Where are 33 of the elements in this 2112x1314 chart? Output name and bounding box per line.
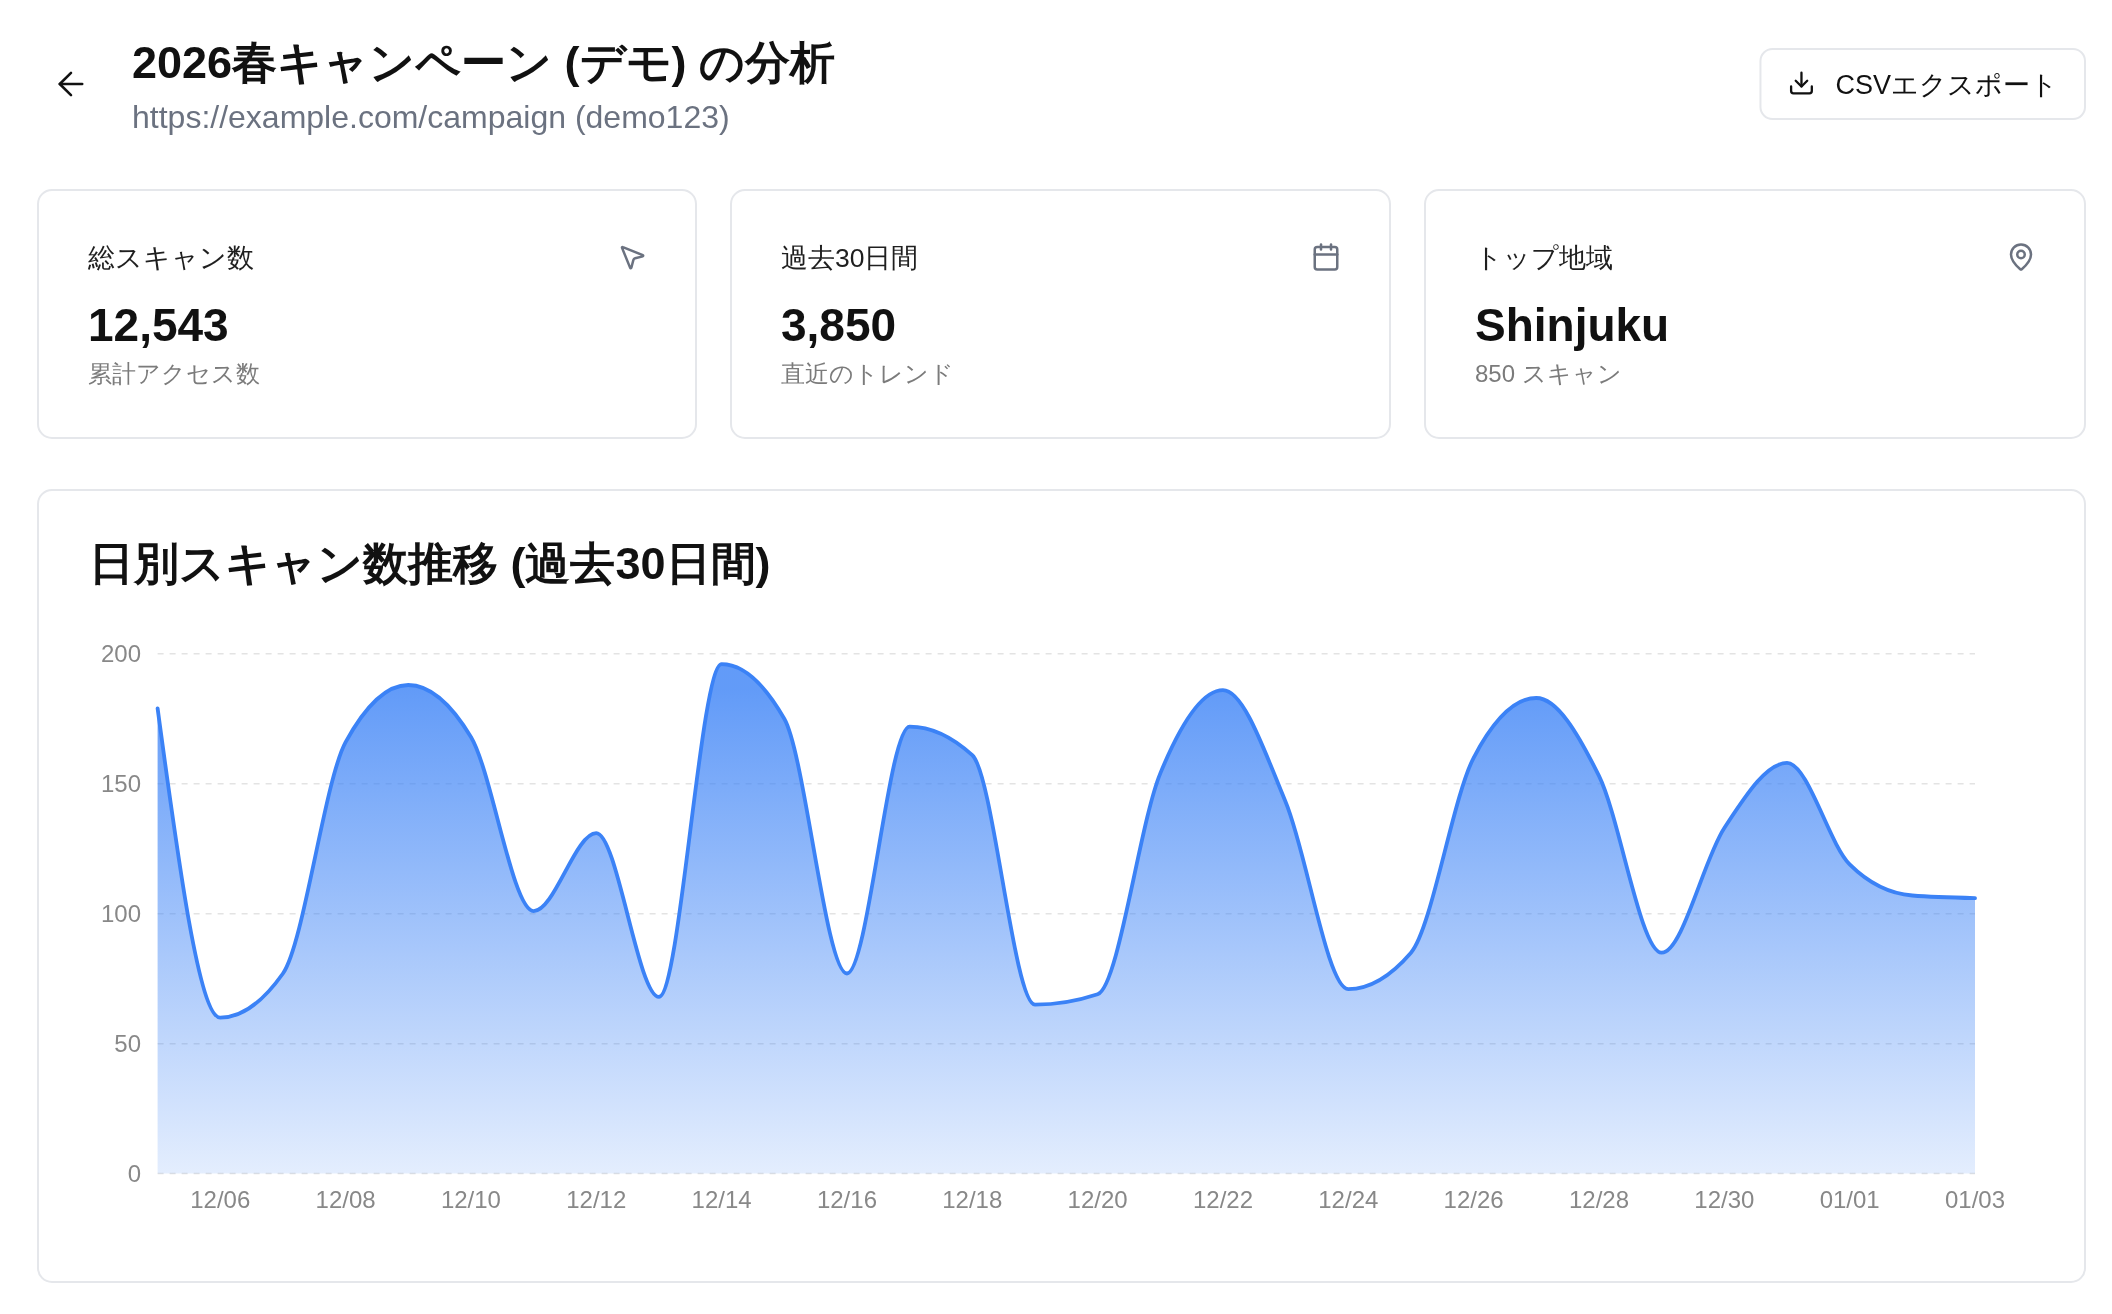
x-tick-label: 12/24 <box>1318 1186 1379 1213</box>
text: 12,543 <box>88 299 229 351</box>
x-tick-label: 12/30 <box>1694 1186 1755 1213</box>
text: トップ地域 <box>1475 243 1613 273</box>
x-tick-label: 12/10 <box>440 1186 501 1213</box>
x-tick-label: 12/16 <box>816 1186 877 1213</box>
x-tick-label: 12/06 <box>190 1186 251 1213</box>
x-tick-label: 12/28 <box>1568 1186 1630 1213</box>
x-tick-label: 12/14 <box>691 1186 752 1213</box>
x-tick-label: 12/08 <box>315 1186 376 1213</box>
x-tick-label: 01/01 <box>1819 1186 1880 1213</box>
text: 過去30日間 <box>781 243 919 273</box>
button: CSVエクスポート <box>1759 48 2086 120</box>
x-tick-label: 12/20 <box>1067 1186 1128 1213</box>
text: 直近のトレンド <box>781 360 954 387</box>
x-tick-label: 01/03 <box>1944 1186 2006 1213</box>
text: 3,850 <box>781 299 897 351</box>
text: https://example.com/campaign (demo123) <box>132 99 730 135</box>
y-tick-label: 200 <box>100 639 141 667</box>
x-tick-label: 12/18 <box>942 1186 1003 1213</box>
text: 総スキャン数 <box>87 243 254 273</box>
text: 850 スキャン <box>1475 360 1622 387</box>
text: Shinjuku <box>1475 299 1670 351</box>
y-tick-label: 150 <box>100 769 141 797</box>
x-tick-label: 12/12 <box>566 1186 627 1213</box>
y-tick-label: 50 <box>114 1029 141 1057</box>
x-tick-label: 12/22 <box>1192 1186 1253 1213</box>
chart-title: 日別スキャン数推移 (過去30日間) <box>89 538 771 589</box>
y-tick-label: 0 <box>127 1159 141 1187</box>
text: 2026春キャンペーン (デモ) の分析 <box>132 37 836 88</box>
text: 累計アクセス数 <box>88 360 260 387</box>
y-tick-label: 100 <box>100 899 141 927</box>
x-tick-label: 12/26 <box>1443 1186 1504 1213</box>
